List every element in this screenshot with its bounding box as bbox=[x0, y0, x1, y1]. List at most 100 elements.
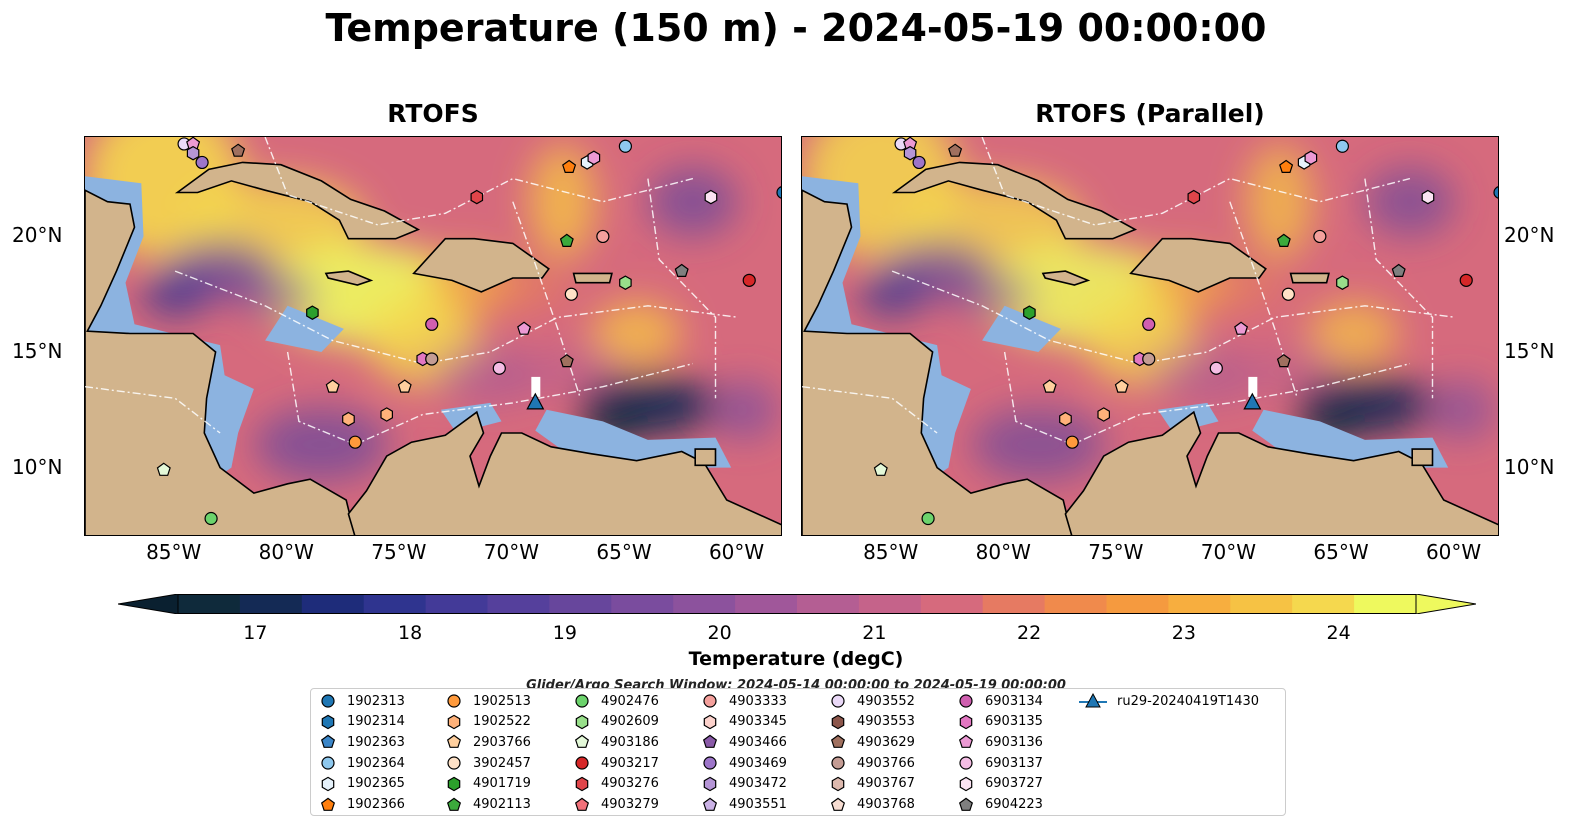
legend-item: 4903217 bbox=[573, 753, 659, 773]
float-marker bbox=[517, 321, 532, 335]
lon-tick-label: 75°W bbox=[371, 540, 427, 564]
legend-label: 6903137 bbox=[985, 755, 1043, 771]
legend-item: 1902513 bbox=[445, 691, 531, 711]
float-marker bbox=[425, 352, 439, 366]
legend-label: 4903276 bbox=[601, 776, 659, 792]
legend-item: 4903345 bbox=[701, 712, 787, 732]
float-marker bbox=[325, 379, 340, 393]
colorbar-segment bbox=[363, 594, 427, 614]
float-marker bbox=[1336, 275, 1349, 290]
legend-marker-icon bbox=[703, 714, 717, 729]
float-marker bbox=[186, 145, 200, 161]
legend-label: 1902364 bbox=[347, 755, 405, 771]
legend-item: 1902363 bbox=[319, 732, 405, 752]
lon-tick-label: 65°W bbox=[1313, 540, 1369, 564]
map-panel-rtofs bbox=[84, 136, 782, 536]
legend-label: 4903217 bbox=[601, 755, 659, 771]
legend-item: 3902457 bbox=[445, 753, 531, 773]
colorbar-tick-label: 22 bbox=[1017, 622, 1042, 644]
legend-glider-icon bbox=[1085, 692, 1101, 708]
legend-label: 4901719 bbox=[473, 776, 531, 792]
legend-item: 4903466 bbox=[701, 732, 787, 752]
float-marker bbox=[619, 275, 632, 290]
colorbar-segment bbox=[1044, 594, 1107, 614]
legend-item: 4903629 bbox=[829, 732, 915, 752]
boundary-line bbox=[802, 386, 938, 434]
legend-label: 4903472 bbox=[729, 776, 787, 792]
colorbar-segment bbox=[920, 594, 984, 614]
land bbox=[1041, 270, 1091, 286]
colorbar-segment bbox=[1168, 594, 1231, 614]
float-marker bbox=[1459, 273, 1473, 287]
float-marker bbox=[1304, 150, 1318, 166]
land bbox=[1064, 410, 1498, 535]
legend-label: 4903279 bbox=[601, 797, 659, 812]
colorbar-segment bbox=[858, 594, 922, 614]
land bbox=[347, 410, 781, 535]
legend-label: 2903766 bbox=[473, 734, 531, 750]
legend-label: 4903767 bbox=[857, 776, 915, 792]
legend-marker-icon bbox=[831, 714, 845, 729]
legend-label: 6904223 bbox=[985, 797, 1043, 812]
panel-title-left: RTOFS bbox=[387, 99, 479, 128]
legend-item: 4903551 bbox=[701, 795, 787, 815]
legend-marker-icon bbox=[702, 735, 718, 749]
float-marker bbox=[1142, 352, 1156, 366]
lon-tick-label: 85°W bbox=[146, 540, 202, 564]
colorbar-segment bbox=[425, 594, 488, 614]
colorbar-segment bbox=[178, 594, 241, 614]
colorbar-over-arrow bbox=[1415, 593, 1477, 615]
legend-marker-icon bbox=[703, 756, 717, 770]
float-marker bbox=[1276, 233, 1291, 248]
lon-tick-label: 70°W bbox=[483, 540, 540, 564]
lat-tick-label-left: 20°N bbox=[12, 223, 63, 248]
lon-tick-label: 80°W bbox=[975, 540, 1031, 564]
float-marker bbox=[306, 305, 319, 320]
legend-label: 1902313 bbox=[347, 693, 405, 709]
float-marker bbox=[425, 317, 439, 331]
float-marker bbox=[674, 263, 689, 277]
float-marker bbox=[1421, 189, 1435, 205]
colorbar-tick-label: 18 bbox=[398, 622, 423, 644]
float-marker bbox=[195, 155, 209, 170]
glider-track bbox=[531, 376, 541, 397]
lon-tick-label: 80°W bbox=[258, 540, 314, 564]
legend-label: 1902363 bbox=[347, 734, 405, 750]
glider-marker bbox=[526, 392, 545, 410]
float-marker bbox=[618, 139, 632, 153]
legend-item: 1902522 bbox=[445, 712, 531, 732]
legend-label: 4902113 bbox=[473, 797, 531, 812]
boundary-line bbox=[286, 351, 694, 446]
float-marker bbox=[921, 511, 935, 526]
legend-label: 4903345 bbox=[729, 714, 787, 730]
legend-label: 4903629 bbox=[857, 734, 915, 750]
legend-marker-icon bbox=[575, 714, 589, 729]
legend-item: ru29-20240419T1430 bbox=[1079, 691, 1259, 711]
float-marker bbox=[562, 159, 577, 174]
legend-item: 4902609 bbox=[573, 712, 659, 732]
colorbar-segment bbox=[1106, 594, 1169, 614]
legend-label: 1902513 bbox=[473, 693, 531, 709]
lat-tick-label-right: 20°N bbox=[1504, 223, 1555, 248]
lon-tick-label: 60°W bbox=[708, 540, 765, 564]
legend-item: 6904223 bbox=[957, 795, 1043, 815]
float-marker bbox=[470, 189, 484, 205]
float-marker bbox=[1281, 287, 1295, 301]
legend-item: 1902313 bbox=[319, 691, 405, 711]
legend-marker-icon bbox=[575, 776, 589, 792]
legend-marker-icon bbox=[702, 797, 718, 811]
land bbox=[412, 237, 550, 293]
legend-marker-icon bbox=[959, 694, 973, 708]
legend-marker-icon bbox=[447, 756, 461, 770]
legend-item: 4903276 bbox=[573, 774, 659, 794]
legend-marker-icon bbox=[575, 756, 589, 770]
float-marker bbox=[1023, 305, 1036, 320]
legend-marker-icon bbox=[831, 694, 845, 708]
float-marker bbox=[873, 462, 888, 476]
legend-item: 1902364 bbox=[319, 753, 405, 773]
float-marker bbox=[1142, 317, 1156, 331]
legend-marker-icon bbox=[959, 756, 973, 770]
legend-marker-icon bbox=[447, 694, 461, 708]
legend-marker-icon bbox=[703, 776, 717, 792]
lon-tick-label: 70°W bbox=[1200, 540, 1257, 564]
